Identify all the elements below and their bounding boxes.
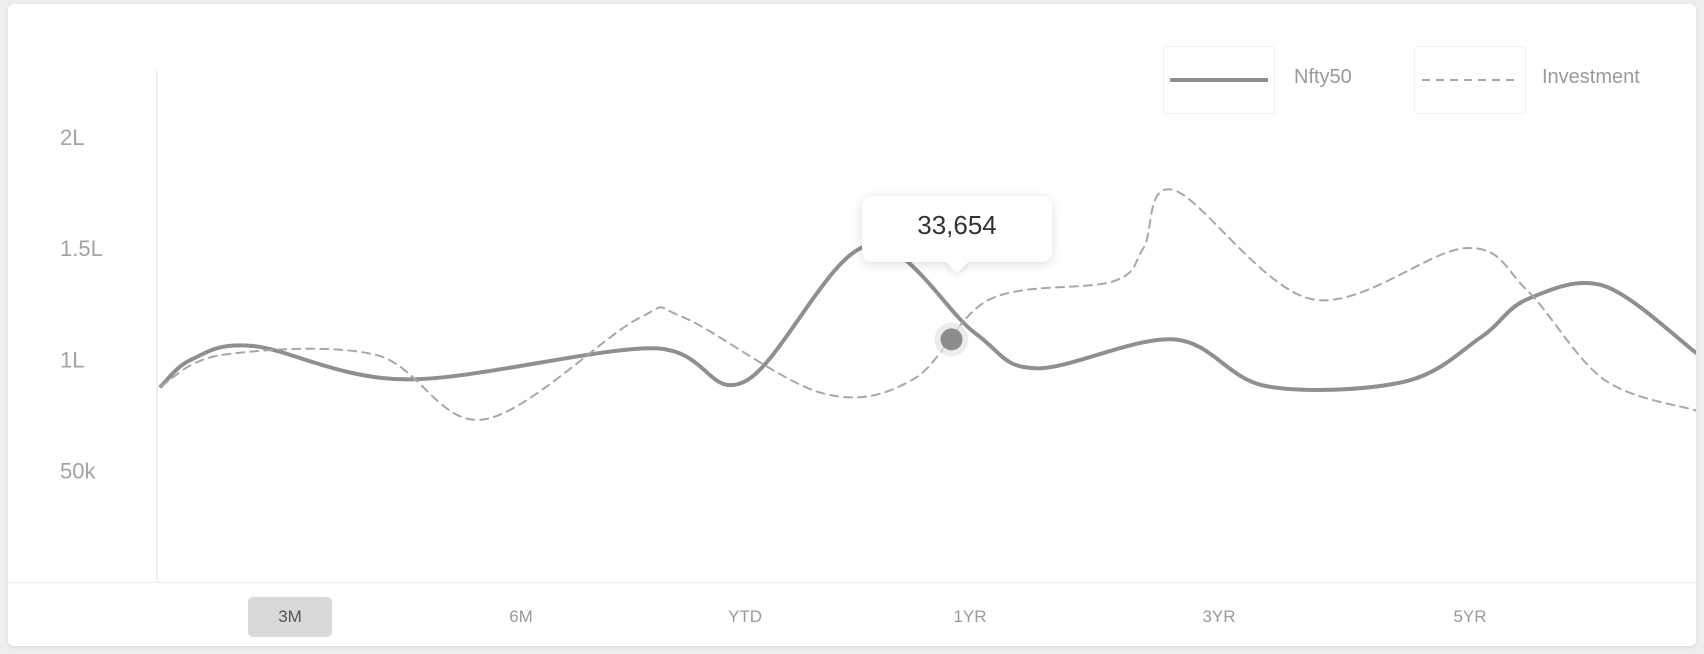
- series-line-nfty50: [159, 243, 1696, 392]
- tooltip-value: 33,654: [917, 210, 997, 240]
- legend-item-nfty50[interactable]: [1163, 46, 1275, 114]
- y-tick-label: 1L: [60, 347, 84, 372]
- series-line-investment: [160, 188, 1696, 421]
- legend-label-investment: Investment: [1542, 66, 1640, 88]
- value-tooltip: 33,654: [862, 196, 1052, 274]
- range-button-6m[interactable]: 6M: [509, 607, 533, 626]
- y-tick-label: 1.5L: [60, 236, 103, 261]
- y-tick-label: 50k: [60, 459, 96, 484]
- range-button-ytd[interactable]: YTD: [728, 607, 762, 626]
- y-axis-ticks: 2L 1.5L 1L 50k: [60, 125, 103, 484]
- range-button-1yr[interactable]: 1YR: [953, 607, 987, 626]
- series-layer: [159, 188, 1696, 421]
- chart-card: 2L 1.5L 1L 50k Nfty50 Investment 33,654 3M …: [8, 4, 1696, 646]
- legend-label-nfty50: Nfty50: [1294, 66, 1352, 88]
- range-selector: 3M 6M YTD 1YR 3YR 5YR: [8, 582, 1696, 646]
- y-tick-label: 2L: [60, 125, 84, 150]
- range-button-3yr[interactable]: 3YR: [1202, 607, 1236, 626]
- line-chart: 2L 1.5L 1L 50k: [60, 70, 1696, 582]
- range-button-3m[interactable]: 3M: [248, 597, 332, 637]
- range-button-5yr[interactable]: 5YR: [1453, 607, 1487, 626]
- legend-item-investment[interactable]: [1414, 46, 1526, 114]
- highlight-marker[interactable]: [940, 328, 963, 351]
